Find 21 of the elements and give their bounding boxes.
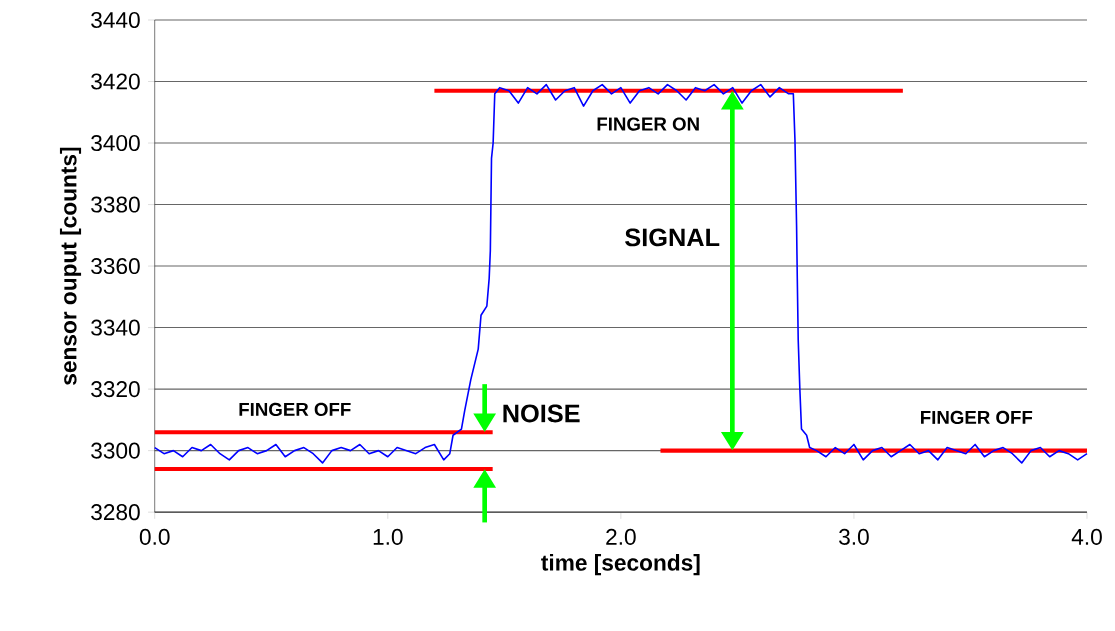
y-tick-label: 3420 <box>91 73 140 90</box>
x-tick-label: 1.0 <box>373 528 403 545</box>
y-axis-title: sensor ouput [counts] <box>59 147 82 386</box>
y-tick-label: 3280 <box>91 504 140 521</box>
y-tick-label: 3320 <box>91 381 140 398</box>
x-axis-title: time [seconds] <box>541 554 700 576</box>
annotation: FINGER OFF <box>921 410 1033 425</box>
annotation: SIGNAL <box>625 228 720 247</box>
annotation: NOISE <box>503 404 580 423</box>
x-tick-label: 2.0 <box>606 528 636 545</box>
x-tick-label: 3.0 <box>839 528 869 545</box>
x-tick-label: 0.0 <box>139 528 170 545</box>
y-tick-label: 3400 <box>91 135 140 152</box>
y-tick-label: 3300 <box>91 442 140 459</box>
y-tick-label: 3360 <box>91 258 140 275</box>
y-tick-label: 3340 <box>91 319 140 336</box>
annotation: FINGER ON <box>597 117 699 131</box>
y-tick-label: 3440 <box>91 12 140 29</box>
x-tick-label: 4.0 <box>1071 528 1102 545</box>
annotation: FINGER OFF <box>239 402 351 417</box>
y-tick-label: 3380 <box>91 196 140 213</box>
